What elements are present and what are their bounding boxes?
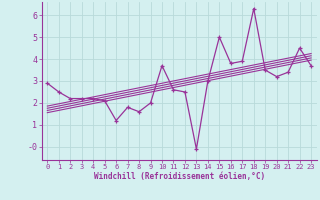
X-axis label: Windchill (Refroidissement éolien,°C): Windchill (Refroidissement éolien,°C) xyxy=(94,172,265,181)
